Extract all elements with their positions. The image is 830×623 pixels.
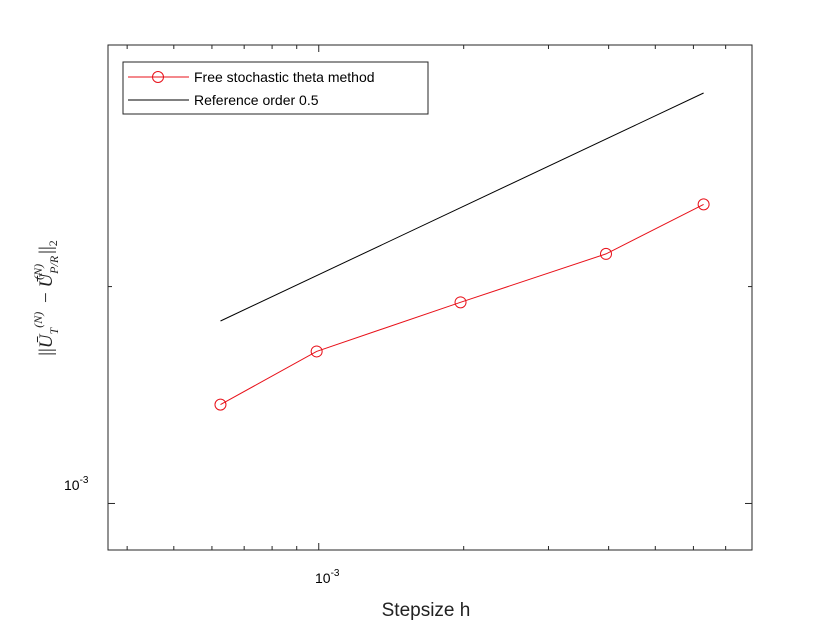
- data-point: [454, 296, 467, 309]
- series-layer: [214, 92, 710, 411]
- data-point: [310, 345, 323, 358]
- x-tick-label: 10-3: [315, 568, 340, 586]
- series-line-1: [220, 203, 704, 406]
- legend-label-series-1: Free stochastic theta method: [194, 69, 375, 85]
- legend-marker-series-1: [152, 71, 164, 83]
- data-point: [214, 398, 227, 411]
- legend-box: [122, 61, 429, 115]
- plot-area: [107, 44, 753, 551]
- legend-label-series-2: Reference order 0.5: [194, 92, 319, 108]
- axis-ticks: [108, 45, 752, 550]
- y-tick-label: 10-3: [64, 475, 89, 493]
- legend: Free stochastic theta method Reference o…: [122, 61, 429, 115]
- y-axis-label: ||ŪT(N) − ŪP/R(N)||2: [31, 240, 61, 356]
- data-point: [697, 198, 710, 211]
- x-axis-label: Stepsize h: [382, 600, 471, 621]
- data-point: [600, 247, 613, 260]
- series-line-2: [220, 92, 704, 322]
